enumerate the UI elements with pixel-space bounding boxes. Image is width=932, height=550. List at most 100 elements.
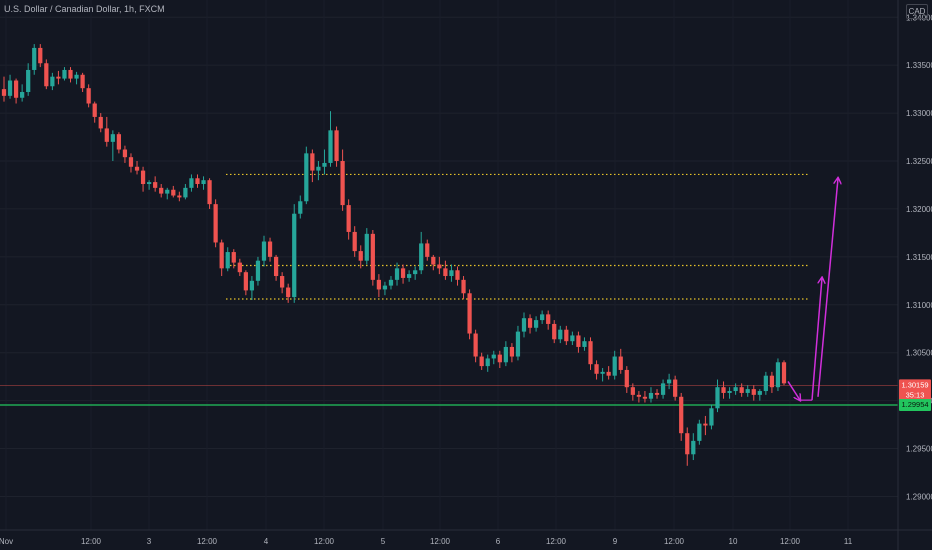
candle-body (243, 272, 248, 291)
candle-body (588, 341, 593, 365)
candle-body (292, 213, 297, 298)
candle-body (437, 264, 442, 269)
candle-body (461, 279, 466, 294)
candle-body (733, 387, 738, 392)
candle-body (546, 314, 551, 324)
current-price-tag: 35:13 (906, 390, 925, 399)
candle-body (382, 285, 388, 290)
candle-body (140, 170, 146, 185)
candle-body (431, 256, 436, 265)
candle-body (455, 270, 460, 280)
price-tick-label: 1.34000 (906, 13, 932, 22)
support-price-tag: 1.29954 (901, 400, 928, 409)
projection-arrows (787, 178, 838, 401)
candle-body (153, 182, 158, 188)
candle-body (642, 396, 648, 399)
horizontal-levels (0, 173, 898, 406)
candle-body (521, 318, 527, 332)
candle-body (44, 63, 49, 87)
time-tick-label: 10 (729, 537, 738, 546)
candle-body (739, 387, 744, 393)
candle-body (7, 80, 13, 96)
candle-body (20, 92, 25, 98)
candle-body (159, 187, 164, 194)
price-tick-label: 1.33500 (906, 61, 932, 70)
candle-body (80, 74, 85, 89)
candle-body (267, 241, 273, 257)
time-tick-label: 4 (264, 537, 269, 546)
candle-body (171, 189, 176, 196)
candle-body (13, 80, 19, 98)
candle-body (304, 153, 309, 202)
time-tick-label: 11 (844, 537, 853, 546)
time-axis[interactable]: Nov 12:00 3 12:00 4 12:00 5 12:00 6 12:00 9 12:00 10… (0, 529, 932, 546)
candle-body (322, 162, 327, 167)
price-axis[interactable]: 1.34000 1.33500 1.33000 1.32500 1.32000 1.315… (897, 0, 932, 550)
candle-body (419, 243, 424, 271)
candle-body (654, 392, 660, 395)
candle-body (86, 88, 91, 104)
candle-body (648, 392, 654, 399)
time-tick-label: 12:00 (430, 537, 451, 546)
projection-arrow (817, 178, 838, 397)
candle-body (316, 166, 321, 171)
current-price-tag-bg (899, 379, 931, 402)
candle-body (74, 74, 79, 79)
candle-body (413, 270, 418, 275)
projection-arrow (811, 278, 822, 401)
candle-body (195, 178, 200, 185)
candles (1, 44, 787, 466)
price-tick-label: 1.32000 (906, 205, 932, 214)
candle-body (358, 251, 363, 261)
candle-body (98, 116, 103, 129)
candle-body (425, 243, 430, 257)
time-tick-label: 9 (613, 537, 618, 546)
candle-body (237, 262, 242, 273)
candle-body (552, 323, 557, 340)
candle-body (660, 383, 666, 395)
candle-body (673, 379, 678, 397)
candle-body (533, 320, 539, 328)
candle-body (769, 375, 775, 388)
candle-body (443, 268, 448, 277)
candle-body (346, 205, 351, 232)
candle-body (576, 335, 581, 347)
candle-body (352, 231, 357, 252)
candle-body (340, 161, 345, 206)
candle-body (697, 423, 702, 441)
candle-body (134, 166, 140, 171)
candle-body (128, 157, 134, 167)
candle-body (540, 314, 545, 321)
candle-body (721, 387, 726, 393)
price-tick-label: 1.32500 (906, 157, 932, 166)
candle-body (606, 371, 611, 376)
chart-title: U.S. Dollar / Canadian Dollar, 1h, FXCM (4, 4, 165, 14)
time-tick-label: 12:00 (314, 537, 335, 546)
candle-body (618, 356, 623, 370)
candle-body (225, 252, 230, 269)
candle-body (370, 233, 375, 280)
candle-body (636, 394, 641, 397)
candle-body (515, 331, 521, 357)
candle-body (189, 178, 194, 188)
candle-body (612, 356, 617, 376)
candle-body (763, 375, 768, 392)
candle-body (231, 252, 236, 263)
candle-body (255, 260, 261, 281)
candle-body (781, 362, 787, 384)
candle-body (249, 280, 255, 291)
candle-body (310, 153, 315, 171)
candle-body (449, 270, 454, 277)
currency-badge[interactable]: CAD (906, 4, 928, 19)
candle-body (328, 130, 333, 163)
candle-body (104, 128, 109, 142)
candle-body (280, 276, 285, 288)
candle-body (751, 389, 756, 395)
candle-body (394, 268, 400, 280)
time-tick-label: 5 (381, 537, 386, 546)
candle-body (50, 76, 55, 87)
candle-body (286, 287, 291, 298)
candle-body (527, 318, 533, 328)
